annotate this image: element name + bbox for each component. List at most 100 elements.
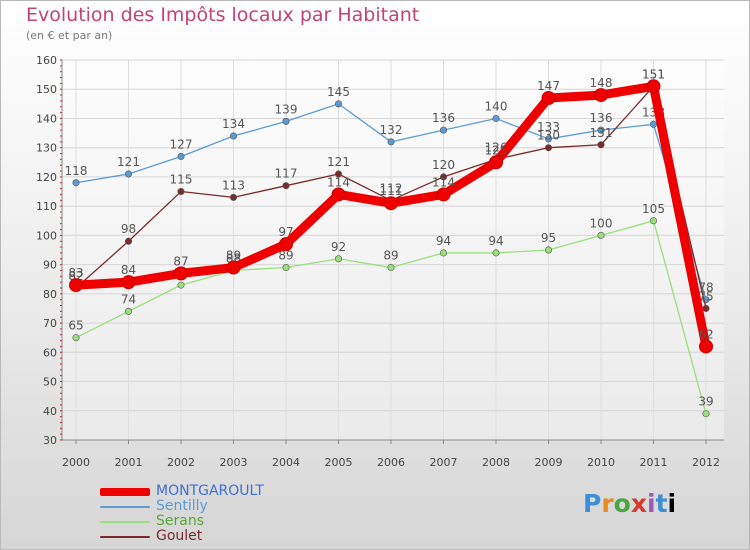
y-tick-label: 30: [43, 434, 57, 447]
x-tick-label: 2009: [535, 456, 563, 469]
data-label: 117: [275, 167, 298, 181]
data-label: 134: [222, 117, 245, 131]
data-point: [597, 141, 605, 149]
data-label: 65: [68, 319, 83, 333]
data-point: [492, 114, 500, 122]
y-tick-label: 70: [43, 317, 57, 330]
data-point: [489, 155, 503, 170]
x-tick-label: 2007: [430, 456, 458, 469]
logo-letter: r: [601, 489, 614, 518]
y-tick-label: 120: [36, 171, 57, 184]
x-tick-label: 2012: [692, 456, 720, 469]
data-point: [279, 237, 293, 252]
data-point: [334, 100, 342, 108]
data-label: 62: [698, 327, 713, 341]
legend-label: MONTGAROULT: [156, 483, 264, 499]
data-label: 114: [432, 175, 455, 189]
legend-label: Serans: [156, 513, 205, 529]
data-label: 136: [432, 111, 455, 125]
y-tick-label: 100: [36, 229, 57, 242]
data-point: [282, 182, 290, 190]
data-point: [125, 307, 133, 315]
data-point: [121, 275, 136, 290]
data-label: 112: [380, 181, 403, 195]
data-label: 131: [590, 126, 613, 140]
data-label: 39: [698, 395, 713, 409]
data-label: 120: [432, 158, 455, 172]
data-point: [544, 246, 552, 254]
data-point: [544, 135, 552, 143]
legend-swatch: [100, 506, 150, 508]
data-point: [331, 187, 346, 202]
data-point: [544, 144, 552, 152]
data-point: [597, 231, 605, 239]
data-label: 125: [485, 143, 508, 157]
data-label: 127: [170, 137, 193, 151]
legend-item: Sentilly: [100, 498, 360, 514]
data-label: 147: [537, 79, 560, 93]
data-point: [177, 152, 185, 160]
data-point: [125, 170, 133, 178]
data-point: [69, 278, 83, 293]
data-point: [594, 88, 608, 103]
x-tick-label: 2002: [167, 456, 195, 469]
data-point: [699, 339, 713, 354]
data-point: [334, 255, 342, 263]
data-label: 105: [642, 202, 665, 216]
data-point: [125, 237, 133, 245]
y-tick-label: 130: [36, 142, 57, 155]
chart-subtitle: (en € et par an): [26, 29, 113, 42]
data-label: 75: [698, 289, 713, 303]
y-tick-label: 150: [36, 83, 57, 96]
legend-swatch: [100, 536, 150, 538]
data-label: 84: [121, 263, 136, 277]
data-point: [174, 266, 188, 281]
data-label: 97: [278, 225, 293, 239]
logo-letter: i: [667, 489, 677, 518]
data-label: 87: [173, 254, 188, 268]
legend-item: Goulet: [100, 528, 360, 544]
data-point: [702, 304, 710, 312]
x-tick-label: 2004: [272, 456, 300, 469]
y-tick-label: 90: [43, 259, 57, 272]
data-label: 89: [278, 249, 293, 263]
y-tick-label: 40: [43, 405, 57, 418]
logo-letter: i: [647, 489, 656, 518]
data-label: 121: [327, 155, 350, 169]
data-point: [226, 260, 241, 275]
data-label: 121: [117, 155, 140, 169]
legend-item: MONTGAROULT: [100, 483, 360, 499]
data-point: [439, 126, 447, 134]
data-label: 145: [327, 85, 350, 99]
data-label: 133: [537, 120, 560, 134]
x-tick-label: 2001: [115, 456, 143, 469]
data-label: 115: [170, 173, 193, 187]
legend-label: Sentilly: [156, 498, 208, 514]
data-point: [177, 188, 185, 196]
data-point: [282, 117, 290, 125]
plot-area: [62, 60, 724, 440]
logo-letter: o: [613, 489, 631, 518]
legend-swatch: [100, 488, 150, 496]
data-label: 151: [642, 67, 665, 81]
line-chart: 30 40 50 60 70 80 90 100 110 120 130 140 150 160 2000 2…: [36, 54, 724, 469]
data-point: [334, 170, 342, 178]
chart-legend: MONTGAROULT Sentilly Serans Goulet: [100, 483, 360, 544]
data-point: [72, 334, 80, 342]
y-tick-label: 110: [36, 200, 57, 213]
data-label: 89: [383, 249, 398, 263]
data-point: [649, 120, 657, 128]
logo-letter: x: [630, 489, 647, 518]
x-tick-label: 2005: [325, 456, 353, 469]
data-point: [541, 91, 556, 105]
data-label: 111: [380, 184, 403, 198]
data-point: [282, 264, 290, 272]
y-tick-label: 80: [43, 288, 57, 301]
y-tick-label: 160: [36, 54, 57, 67]
data-label: 114: [327, 175, 350, 189]
data-label: 132: [380, 123, 403, 137]
data-point: [72, 179, 80, 187]
data-point: [702, 410, 710, 418]
data-label: 94: [436, 234, 451, 248]
data-point: [439, 249, 447, 257]
